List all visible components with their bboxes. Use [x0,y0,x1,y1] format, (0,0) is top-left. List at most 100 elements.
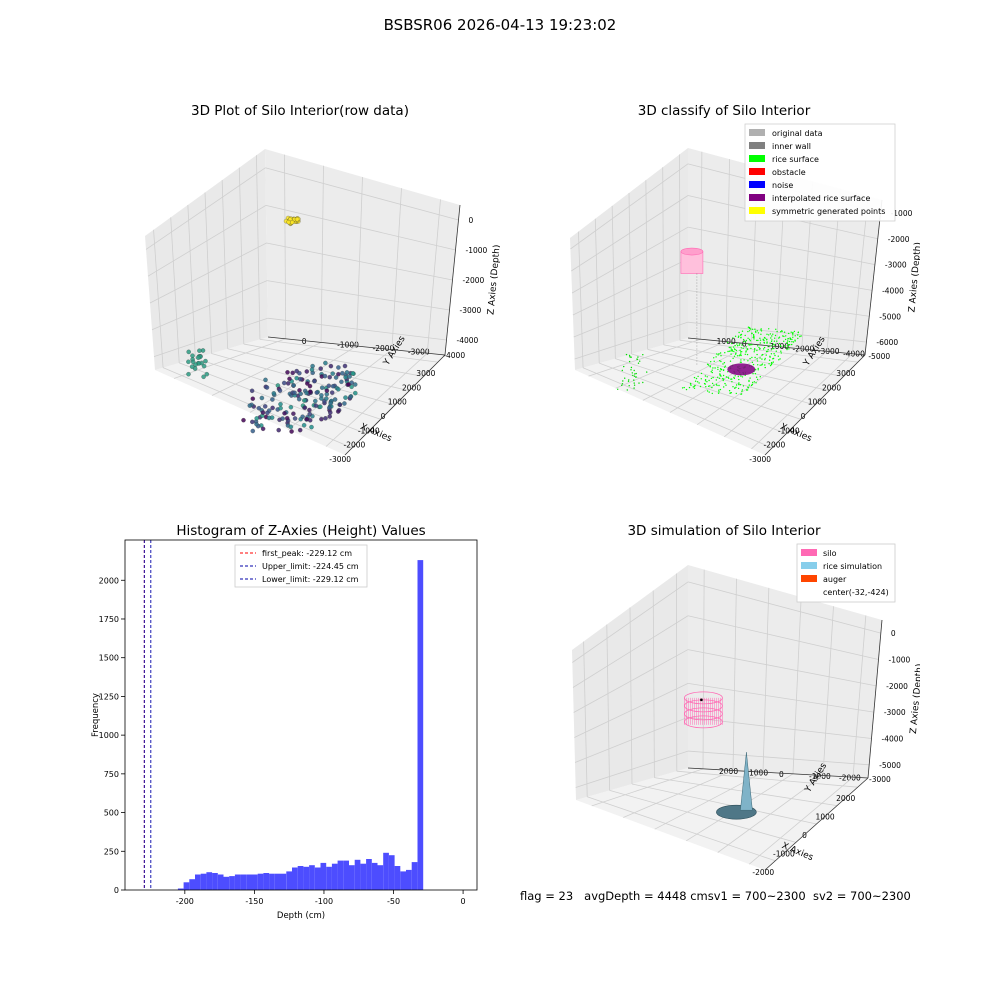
sim3d-legend-swatch [801,575,817,582]
raw3d-point [247,403,253,408]
raw3d-z-grid [267,317,447,341]
hist-y-tick: 750 [104,770,119,779]
hist-bar [223,876,230,890]
hist-bar [366,859,372,890]
classify3d-silo-top [680,247,704,256]
classify3d-rice-point [717,354,719,356]
classify3d-rice-point [759,357,761,359]
raw3d-point [264,385,270,390]
hist-bar [400,871,406,890]
classify3d-rice-point [628,385,630,387]
classify3d-rice-point [754,356,756,359]
classify3d-rice-point [751,344,753,346]
raw3d-z-grid [151,280,268,331]
classify3d-rice-point [731,349,733,351]
classify3d-rice-point [748,338,751,341]
classify3d-z-tick: -2000 [888,235,910,244]
classify3d-rice-point [735,384,738,386]
raw3d-point [271,391,277,396]
classify3d-rice-point [722,363,724,365]
classify3d-rice-point [753,338,755,340]
classify3d-rice-point [704,375,707,377]
classify3d-legend-label: interpolated rice surface [772,194,870,203]
raw3d-point [319,416,324,422]
raw3d-z-tick: -1000 [466,246,488,255]
classify3d-z-tick: -3000 [885,261,907,270]
classify3d-rice-point [718,353,720,355]
hist-x-tick: -100 [315,897,333,906]
classify3d-legend-label: original data [772,129,823,138]
raw3d-point [330,383,336,389]
classify3d-rice-point [715,383,718,385]
classify3d-rice-point [780,352,782,354]
classify3d-rice-point [756,339,758,342]
raw3d-point [328,363,334,369]
classify3d-interp-surface [727,363,756,376]
classify3d-rice-point [797,331,800,333]
hist-x-tick: -50 [387,897,400,906]
classify3d-x-axis [764,354,866,456]
raw3d-point [249,388,255,394]
classify3d-rice-point [692,386,694,388]
classify3d-rice-point [768,359,771,361]
classify3d-rice-point [788,344,790,346]
classify3d-rice-point [751,356,753,359]
classify3d-rice-point [710,377,713,380]
classify3d-rice-point [739,349,741,352]
classify3d-rice-point [751,328,754,330]
classify3d-rice-point [630,369,632,371]
classify3d-rice-point [793,330,796,333]
classify3d-rice-point [764,357,766,360]
sim3d-center-marker [700,698,703,702]
hist-y-tick: 250 [104,847,119,856]
classify3d-rice-point [628,360,631,363]
classify3d-rice-point [731,342,733,345]
raw3d-point [270,405,275,411]
raw3d-point [343,375,348,380]
raw3d-point [302,398,307,403]
sim3d-y-grid [623,770,734,818]
classify3d-rice-point [749,340,751,342]
classify3d-rice-point [764,359,766,361]
classify3d-rice-point [764,366,766,369]
raw3d-point [291,411,296,416]
sim3d-x-grid [631,783,817,825]
classify3d-rice-point [733,377,736,380]
classify3d-rice-point [789,337,791,339]
sim3d-x-tick: 0 [802,831,807,840]
classify3d-rice-point [730,378,732,380]
classify3d-rice-point [741,344,743,346]
raw3d-point [262,404,268,409]
classify3d-rice-point [633,384,636,386]
classify3d-rice-point [706,381,708,383]
classify3d-x-grid [628,192,632,355]
classify3d-rice-point [786,348,788,351]
classify3d-rice-point [783,340,785,342]
hist-bar [309,865,315,890]
hist-y-label: Frequency [91,693,101,737]
raw3d-point [193,362,198,367]
classify3d-rice-point [711,369,713,371]
hist-bar [212,873,218,890]
classify3d-rice-point [732,386,734,388]
sim3d-legend-label: silo [823,549,837,558]
sim3d-y-grid [717,775,824,853]
classify3d-legend-label: inner wall [772,142,811,151]
classify3d-z-tick: -5000 [879,312,901,321]
sim3d-x-grid [676,770,858,788]
classify3d-rice-point [771,339,773,341]
classify3d-rice-point [754,328,756,330]
classify3d-rice-point [628,354,631,357]
classify3d-rice-point [639,360,641,362]
classify3d-rice-point [735,352,737,354]
classify3d-rice-point [748,379,750,382]
classify3d-rice-point [630,366,633,369]
hist-title: Histogram of Z-Axies (Height) Values [176,523,426,539]
hist-bar [354,859,361,890]
raw3d-z-grid [265,167,459,221]
classify3d-legend-label: obstacle [772,168,806,177]
sim3d-y-grid [822,606,834,776]
classify3d-rice-point [786,345,789,347]
classify3d-x-grid [662,167,665,345]
sim3d-silo-ring [684,715,723,729]
